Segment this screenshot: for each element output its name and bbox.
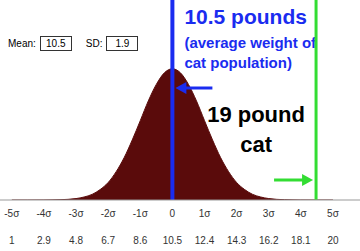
svg-text:(average weight of: (average weight of: [184, 34, 317, 51]
svg-text:-3σ: -3σ: [69, 208, 85, 219]
svg-text:cat population): cat population): [184, 54, 291, 71]
html-text:Mean:: Mean:: [8, 38, 36, 49]
svg-text:10.5: 10.5: [163, 235, 183, 246]
svg-text:cat: cat: [240, 132, 272, 157]
svg-text:4.8: 4.8: [69, 235, 83, 246]
svg-text:8.6: 8.6: [133, 235, 147, 246]
svg-text:10.5 pounds: 10.5 pounds: [184, 5, 307, 28]
html-text:10.5: 10.5: [46, 38, 66, 49]
svg-text:6.7: 6.7: [101, 235, 115, 246]
svg-text:19 pound: 19 pound: [207, 102, 305, 127]
svg-text:20: 20: [327, 235, 339, 246]
html-text:1.9: 1.9: [115, 38, 130, 49]
svg-text:0: 0: [170, 208, 176, 219]
svg-text:18.1: 18.1: [291, 235, 311, 246]
svg-text:3σ: 3σ: [263, 208, 276, 219]
svg-text:5σ: 5σ: [327, 208, 340, 219]
svg-text:1σ: 1σ: [199, 208, 212, 219]
html-text:SD:: SD:: [85, 38, 103, 49]
svg-text:14.3: 14.3: [227, 235, 247, 246]
svg-text:-2σ: -2σ: [101, 208, 117, 219]
svg-text:1: 1: [9, 235, 15, 246]
svg-text:-4σ: -4σ: [36, 208, 52, 219]
svg-text:4σ: 4σ: [295, 208, 308, 219]
svg-text:16.2: 16.2: [259, 235, 279, 246]
svg-text:-5σ: -5σ: [8, 208, 20, 219]
svg-text:12.4: 12.4: [195, 235, 215, 246]
svg-text:2σ: 2σ: [231, 208, 244, 219]
svg-text:2.9: 2.9: [37, 235, 51, 246]
svg-text:-1σ: -1σ: [133, 208, 149, 219]
